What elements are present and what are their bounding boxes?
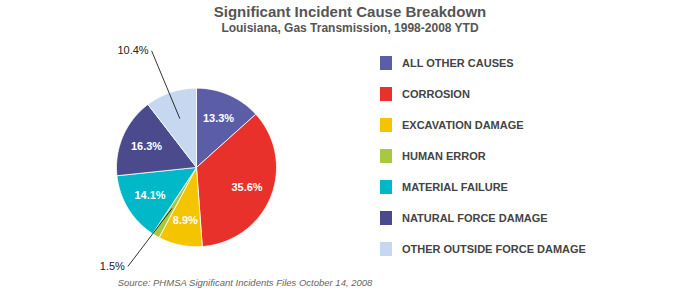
html-text:NATURAL FORCE DAMAGE: NATURAL FORCE DAMAGE [402,212,548,224]
svg-text:16.3%: 16.3% [131,140,162,152]
html-text:CORROSION: CORROSION [402,88,470,100]
svg-text:8.9%: 8.9% [173,214,198,226]
svg-text:14.1%: 14.1% [134,189,165,201]
html-text:OTHER OUTSIDE FORCE DAMAGE: OTHER OUTSIDE FORCE DAMAGE [402,243,586,255]
html-text:MATERIAL FAILURE: MATERIAL FAILURE [402,181,508,193]
html-text:ALL OTHER CAUSES: ALL OTHER CAUSES [402,57,514,69]
html-text:EXCAVATION DAMAGE: EXCAVATION DAMAGE [402,119,524,131]
html-text:Louisiana, Gas Transmission, 1: Louisiana, Gas Transmission, 1998-2008 Y… [221,21,479,35]
svg-text:13.3%: 13.3% [203,112,234,124]
svg-text:1.5%: 1.5% [100,260,125,272]
svg-text:35.6%: 35.6% [231,181,262,193]
html-text:Significant Incident Cause Bre: Significant Incident Cause Breakdown [213,3,487,20]
html-text:Source: PHMSA Significant Inci: Source: PHMSA Significant Incidents File… [117,277,373,288]
svg-text:10.4%: 10.4% [117,44,148,56]
html-text:HUMAN ERROR: HUMAN ERROR [402,150,486,162]
